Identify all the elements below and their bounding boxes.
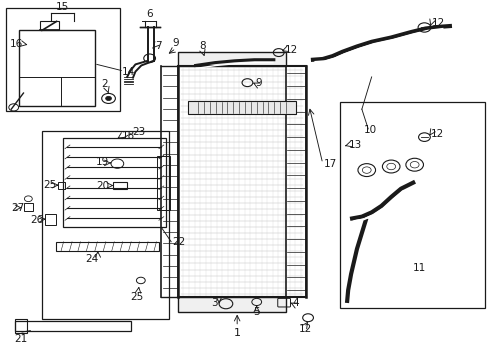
Bar — [58, 181, 65, 189]
Bar — [188, 101, 295, 114]
Bar — [56, 242, 159, 251]
Bar — [157, 156, 169, 210]
Bar — [40, 21, 59, 30]
Text: 9: 9 — [255, 78, 262, 89]
Text: 4: 4 — [292, 298, 299, 309]
Text: 24: 24 — [85, 254, 99, 264]
Text: 12: 12 — [431, 18, 445, 28]
Bar — [178, 297, 285, 312]
Bar — [19, 30, 95, 105]
Bar — [178, 52, 285, 66]
Text: 18: 18 — [122, 131, 135, 141]
Text: 1: 1 — [233, 328, 240, 338]
Circle shape — [105, 96, 111, 100]
Text: 8: 8 — [199, 41, 206, 51]
Text: 12: 12 — [430, 129, 444, 139]
Text: 6: 6 — [145, 9, 152, 19]
Text: 22: 22 — [172, 238, 185, 247]
Text: 15: 15 — [56, 3, 69, 13]
Text: 12: 12 — [298, 324, 312, 334]
Text: 27: 27 — [11, 203, 24, 213]
Text: 14: 14 — [122, 67, 135, 77]
Bar — [45, 214, 56, 225]
Bar — [24, 203, 33, 211]
Text: 26: 26 — [30, 215, 43, 225]
Bar — [339, 102, 484, 308]
Text: 25: 25 — [130, 292, 143, 302]
Text: 3: 3 — [210, 298, 217, 308]
Text: 25: 25 — [43, 180, 56, 190]
Text: 12: 12 — [284, 45, 297, 55]
Text: 21: 21 — [15, 334, 28, 344]
Bar — [15, 319, 27, 333]
Text: 23: 23 — [132, 127, 145, 138]
Text: 10: 10 — [364, 125, 377, 135]
Bar — [6, 8, 120, 111]
Text: 17: 17 — [323, 159, 336, 168]
Text: 2: 2 — [101, 80, 107, 90]
Text: 20: 20 — [96, 180, 109, 190]
Text: 11: 11 — [412, 262, 426, 273]
Text: 5: 5 — [253, 307, 260, 317]
Bar — [62, 138, 166, 228]
Bar — [15, 321, 131, 330]
Text: 7: 7 — [155, 41, 162, 51]
Bar — [113, 182, 127, 189]
Text: 16: 16 — [10, 39, 23, 49]
Text: 19: 19 — [96, 157, 109, 167]
Text: 9: 9 — [172, 37, 179, 48]
Bar — [41, 131, 168, 319]
Text: 13: 13 — [348, 140, 362, 150]
